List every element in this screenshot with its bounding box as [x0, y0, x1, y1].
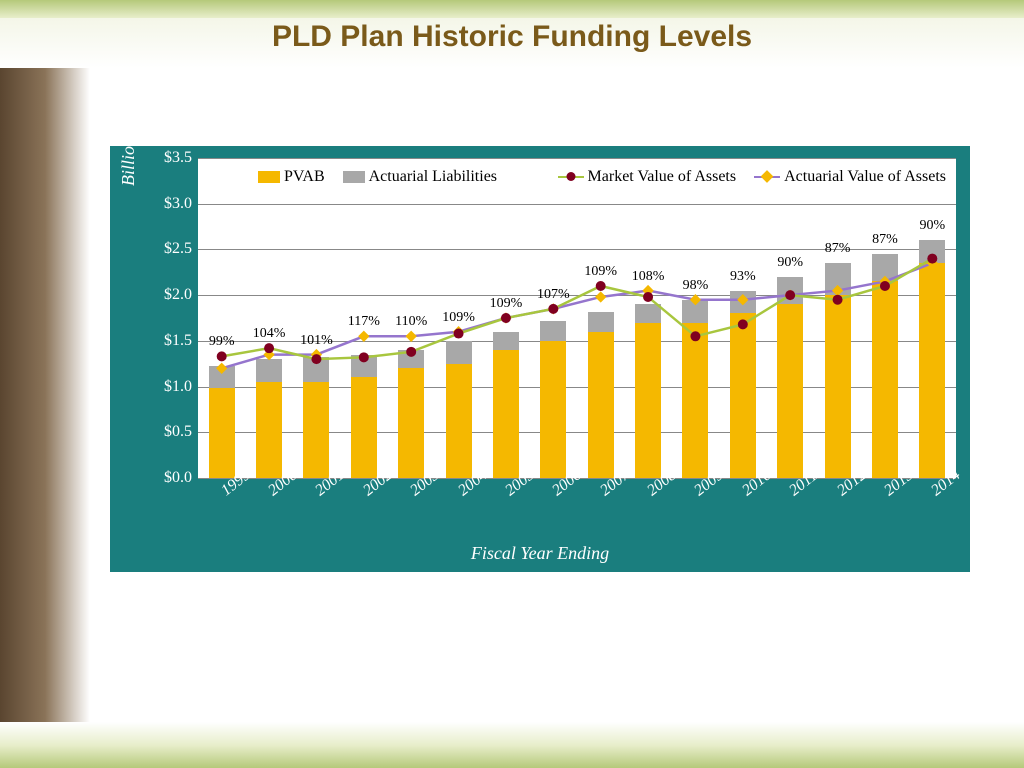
title-band: PLD Plan Historic Funding Levels: [0, 18, 1024, 68]
content-area: Billions PVAB Actuarial Liabilities Mark…: [90, 68, 1024, 722]
y-tick: $3.0: [164, 195, 192, 213]
left-border: [0, 68, 90, 722]
y-tick: $1.0: [164, 378, 192, 396]
bottom-border: [0, 722, 1024, 768]
y-tick: $2.0: [164, 286, 192, 304]
y-tick: $0.5: [164, 423, 192, 441]
top-border: [0, 0, 1024, 18]
plot-area: PVAB Actuarial Liabilities Market Value …: [198, 158, 956, 478]
y-tick: $1.5: [164, 332, 192, 350]
y-tick: $2.5: [164, 240, 192, 258]
chart-frame: Billions PVAB Actuarial Liabilities Mark…: [110, 146, 970, 572]
y-axis-label: Billions: [118, 130, 139, 186]
y-tick: $3.5: [164, 149, 192, 167]
y-tick: $0.0: [164, 469, 192, 487]
page-title: PLD Plan Historic Funding Levels: [272, 20, 752, 54]
x-axis-label: Fiscal Year Ending: [471, 543, 609, 564]
